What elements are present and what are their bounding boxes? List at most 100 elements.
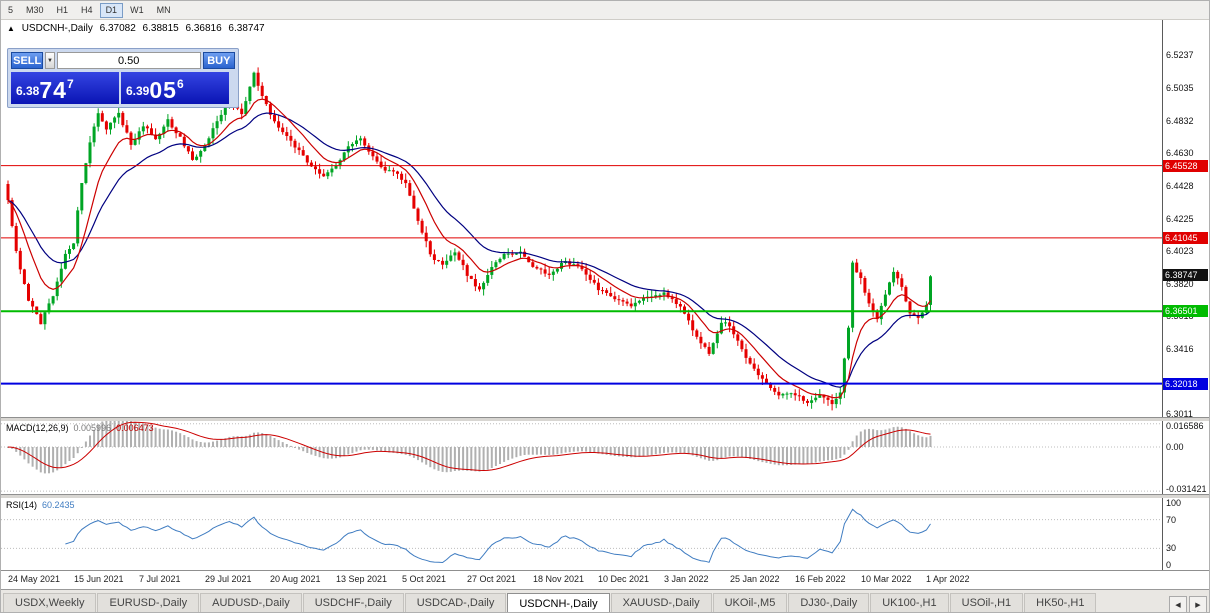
timeframe-button-5[interactable]: 5	[8, 4, 14, 15]
timeframe-button-mn[interactable]: MN	[156, 4, 171, 15]
one-click-toggle-icon[interactable]: ▲	[7, 24, 15, 33]
tab-audusd-daily[interactable]: AUDUSD-,Daily	[200, 593, 302, 612]
tab-usoil-h1[interactable]: USOil-,H1	[949, 593, 1024, 612]
date-label: 24 May 2021	[8, 574, 61, 584]
ohlc-close: 6.38747	[228, 23, 265, 34]
buy-price-point: 6	[176, 77, 184, 91]
ma-slow-line[interactable]	[7, 112, 931, 388]
ma-fast-line[interactable]	[7, 98, 931, 399]
candles	[6, 67, 932, 411]
rsi-axis-label: 0	[1166, 560, 1172, 570]
price-axis-label: 6.5237	[1166, 50, 1194, 61]
macd-signal-line[interactable]	[7, 421, 931, 472]
rsi-pane: 100 70 30 0 RSI(14) 60.2435	[1, 498, 1209, 570]
price-marker-6.36501: 6.36501	[1163, 305, 1208, 318]
chevron-down-icon: ▼	[47, 57, 53, 64]
price-axis-label: 6.4630	[1166, 148, 1194, 159]
timeframe-button-h4[interactable]: H4	[81, 4, 93, 15]
rsi-header: RSI(14) 60.2435	[6, 500, 80, 510]
price-axis-label: 6.5035	[1166, 82, 1194, 93]
tab-usdx-weekly[interactable]: USDX,Weekly	[3, 593, 97, 612]
tab-usdcad-daily[interactable]: USDCAD-,Daily	[404, 593, 507, 612]
tab-scroll-left-icon[interactable]: ◀	[1169, 596, 1187, 612]
date-label: 10 Dec 2021	[598, 574, 650, 584]
price-marker-6.45528: 6.45528	[1163, 159, 1208, 172]
timeframe-button-m30[interactable]: M30	[26, 4, 44, 15]
date-label: 5 Oct 2021	[402, 574, 447, 584]
ohlc-low: 6.36816	[185, 23, 222, 34]
macd-canvas[interactable]	[1, 421, 1165, 494]
buy-button[interactable]: BUY	[202, 52, 235, 69]
macd-pane: 0.016586 0.00 -0.031421 MACD(12,26,9) 0.005…	[1, 421, 1209, 494]
date-label: 18 Nov 2021	[533, 574, 585, 584]
date-label: 7 Jul 2021	[139, 574, 181, 584]
time-axis[interactable]: 24 May 2021 15 Jun 2021 7 Jul 2021 29 Jul 2…	[1, 570, 1209, 589]
pane-splitter[interactable]	[1, 417, 1209, 421]
tab-hk50-h1[interactable]: HK50-,H1	[1024, 593, 1097, 612]
date-label: 16 Feb 2022	[795, 574, 846, 584]
tab-eurusd-daily[interactable]: EURUSD-,Daily	[97, 593, 200, 612]
price-axis-label: 6.3416	[1166, 344, 1194, 355]
ohlc-open: 6.37082	[99, 23, 136, 34]
tab-scroll-right-icon[interactable]: ▶	[1189, 596, 1207, 612]
buy-price-pips: 05	[149, 77, 177, 103]
timeframe-button-w1[interactable]: W1	[130, 4, 144, 15]
chart-symbol-label: USDCNH-,Daily	[21, 23, 93, 34]
price-marker-6.41045: 6.41045	[1163, 231, 1208, 244]
buy-price-small: 6.39	[126, 84, 150, 98]
price-axis-label: 6.3820	[1166, 278, 1194, 289]
date-label: 10 Mar 2022	[861, 574, 912, 584]
tab-uk100-h1[interactable]: UK100-,H1	[870, 593, 949, 612]
price-axis[interactable]: 6.5237 6.5035 6.4832 6.4630 6.4428 6.4225 6.40…	[1162, 20, 1209, 420]
date-label: 3 Jan 2022	[664, 574, 709, 584]
macd-label: MACD(12,26,9)	[6, 423, 69, 433]
sell-button[interactable]: SELL	[11, 52, 44, 69]
rsi-line[interactable]	[65, 508, 931, 564]
tab-xauusd-daily[interactable]: XAUUSD-,Daily	[610, 593, 712, 612]
tab-ukoil-m5[interactable]: UKOil-,M5	[712, 593, 788, 612]
timeframe-button-d1[interactable]: D1	[99, 2, 124, 18]
sell-price-point: 7	[66, 77, 74, 91]
sell-price-small: 6.38	[16, 84, 40, 98]
chart-area: 6.5237 6.5035 6.4832 6.4630 6.4428 6.4225 6.40…	[1, 20, 1209, 589]
main-chart-canvas[interactable]	[1, 20, 1165, 417]
timeframe-button-h1[interactable]: H1	[56, 4, 69, 15]
date-label: 13 Sep 2021	[336, 574, 388, 584]
price-marker-6.38747: 6.38747	[1163, 269, 1208, 282]
horizontal-level-lines[interactable]	[1, 165, 1165, 385]
price-axis-label: 6.3011	[1166, 409, 1193, 420]
volume-dropdown[interactable]: ▼	[45, 52, 55, 69]
macd-axis-label: -0.031421	[1166, 484, 1207, 494]
price-marker-6.32018: 6.32018	[1163, 377, 1208, 390]
rsi-value: 60.2435	[42, 500, 75, 510]
trade-controls-row: SELL ▼ BUY	[11, 52, 235, 69]
date-label: 15 Jun 2021	[74, 574, 124, 584]
ohlc-high: 6.38815	[142, 23, 179, 34]
chart-tabs-bar: USDX,Weekly EURUSD-,Daily AUDUSD-,Daily USD…	[1, 589, 1209, 612]
tab-usdcnh-daily[interactable]: USDCNH-,Daily	[507, 593, 610, 612]
macd-signal-value: 0.006473	[116, 423, 154, 433]
pane-splitter[interactable]	[1, 494, 1209, 498]
tab-scroll-buttons: ◀ ▶	[1169, 596, 1207, 612]
chart-tabs: USDX,Weekly EURUSD-,Daily AUDUSD-,Daily USD…	[3, 593, 1097, 612]
price-axis-label: 6.4832	[1166, 115, 1194, 126]
price-axis-label: 6.4023	[1166, 246, 1194, 257]
timeframe-toolbar: 5 M30 H1 H4 D1 W1 MN	[1, 1, 1209, 20]
macd-axis[interactable]: 0.016586 0.00 -0.031421	[1162, 421, 1209, 494]
buy-price-button[interactable]: 6.39 05 6	[121, 72, 229, 104]
tab-dj30-daily[interactable]: DJ30-,Daily	[788, 593, 870, 612]
tab-usdchf-daily[interactable]: USDCHF-,Daily	[302, 593, 404, 612]
price-axis-label: 6.4428	[1166, 180, 1194, 191]
rsi-axis[interactable]: 100 70 30 0	[1162, 498, 1209, 570]
rsi-canvas[interactable]	[1, 498, 1165, 570]
rsi-axis-label: 100	[1166, 498, 1182, 508]
date-label: 1 Apr 2022	[926, 574, 970, 584]
macd-main-value: 0.005996	[73, 423, 112, 433]
main-chart-pane: 6.5237 6.5035 6.4832 6.4630 6.4428 6.4225 6.40…	[1, 20, 1209, 420]
rsi-axis-label: 30	[1166, 543, 1177, 554]
one-click-trading-panel: SELL ▼ BUY 6.38 74 7 6.39 05	[7, 48, 239, 108]
volume-input[interactable]	[56, 52, 201, 69]
trade-prices-row: 6.38 74 7 6.39 05 6	[11, 72, 235, 104]
sell-price-button[interactable]: 6.38 74 7	[11, 72, 119, 104]
